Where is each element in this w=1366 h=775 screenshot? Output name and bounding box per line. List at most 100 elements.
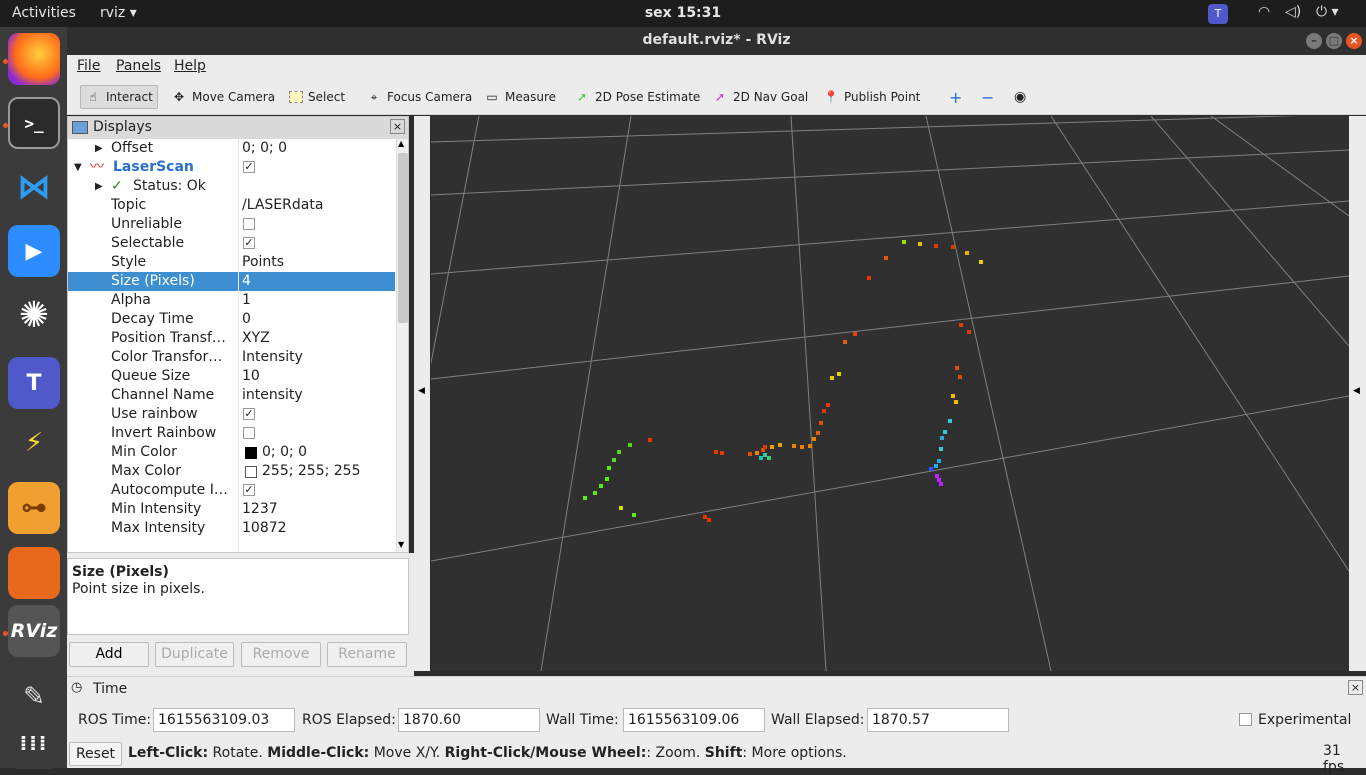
remote-desktop-icon[interactable]: ⚡ [8, 417, 60, 469]
crosshair-icon: ⌖ [370, 90, 378, 104]
add-button[interactable]: Add [69, 642, 149, 667]
use-rainbow-checkbox[interactable]: ✓ [243, 407, 255, 420]
menu-help[interactable]: Help [174, 58, 206, 74]
nav-goal-tool-button[interactable]: ➚ 2D Nav Goal [708, 85, 812, 109]
scan-point [763, 453, 767, 457]
eda-tool-icon[interactable]: ⊶ [8, 482, 60, 534]
rename-button[interactable]: Rename [327, 642, 407, 667]
files-icon[interactable] [8, 547, 60, 599]
remove-tool-icon[interactable]: − [981, 87, 995, 107]
monitor-icon [72, 121, 88, 134]
minimize-icon[interactable]: – [1306, 33, 1322, 49]
teams-icon[interactable]: T [8, 357, 60, 409]
scan-point [628, 443, 632, 447]
interact-tool-button[interactable]: ☝ Interact [80, 85, 158, 109]
tree-row-selectable[interactable]: Selectable ✓ [111, 235, 255, 251]
tree-row-topic[interactable]: Topic/LASERdata [111, 197, 324, 213]
wall-elapsed-field[interactable]: 1870.57 [867, 708, 1009, 732]
duplicate-button[interactable]: Duplicate [155, 642, 234, 667]
tree-row-offset[interactable]: ▶ Offset 0; 0; 0 [95, 140, 288, 156]
menu-panels[interactable]: Panels [116, 58, 162, 74]
collapse-right-icon[interactable]: ◀ [1353, 386, 1360, 396]
remove-button[interactable]: Remove [241, 642, 321, 667]
tree-row-position-transformer[interactable]: Position Transf… XYZ [111, 330, 270, 346]
autocompute-checkbox[interactable]: ✓ [243, 483, 255, 496]
move-camera-tool-button[interactable]: ✥ Move Camera [167, 85, 279, 109]
toolbar: ☝ Interact ✥ Move Camera Select ⌖ Focus Cam… [67, 78, 1366, 115]
tree-row-unreliable[interactable]: Unreliable [68, 215, 395, 234]
firefox-icon[interactable] [8, 33, 60, 85]
publish-point-tool-button[interactable]: 📍 Publish Point [823, 90, 921, 104]
close-icon[interactable]: × [1346, 33, 1362, 49]
min-color-swatch[interactable] [245, 447, 257, 459]
wall-time-field[interactable]: 1615563109.06 [623, 708, 765, 732]
network-icon[interactable]: ◠ [1258, 4, 1271, 20]
tree-row-channel-name[interactable]: Channel Name intensity [111, 387, 303, 403]
activities-button[interactable]: Activities [12, 5, 76, 21]
experimental-checkbox[interactable] [1239, 713, 1252, 726]
web-icon[interactable]: ✺ [8, 289, 60, 341]
unreliable-checkbox[interactable] [243, 218, 255, 230]
scan-point [954, 400, 958, 404]
tree-row-style[interactable]: Style Points [111, 254, 285, 270]
tree-row-alpha[interactable]: Alpha 1 [111, 292, 251, 308]
tree-row-decay-time[interactable]: Decay Time 0 [111, 311, 251, 327]
running-indicator [3, 631, 8, 636]
menu-file[interactable]: File [77, 58, 101, 74]
tree-row-min-color[interactable]: Min Color 0; 0; 0 [111, 444, 308, 460]
measure-tool-button[interactable]: ▭ Measure [480, 85, 560, 109]
displays-panel: Displays × ▶ Offset 0; 0; 0 ▼ 〰 LaserScan ✓ ▶… [67, 116, 409, 553]
scan-point [819, 421, 823, 425]
ros-time-field[interactable]: 1615563109.03 [153, 708, 295, 732]
ros-elapsed-field[interactable]: 1870.60 [398, 708, 540, 732]
tree-row-status[interactable]: ▶ ✓ Status: Ok [95, 178, 206, 194]
power-menu-icon[interactable]: ⏻ ▾ [1316, 4, 1339, 20]
teams-tray-icon[interactable]: T [1208, 4, 1228, 24]
pose-estimate-tool-button[interactable]: ➚ 2D Pose Estimate [570, 85, 704, 109]
zoom-icon[interactable]: ▶ [8, 225, 60, 277]
laserscan-enabled-checkbox[interactable]: ✓ [243, 160, 255, 173]
clock-icon: ◷ [71, 680, 83, 695]
right-splitter[interactable]: ◀ [1349, 116, 1366, 671]
scan-point [607, 466, 611, 470]
vscode-icon[interactable]: ⋈ [8, 161, 60, 213]
collapse-left-icon[interactable]: ◀ [418, 386, 425, 396]
left-splitter[interactable]: ◀ [414, 116, 430, 671]
scroll-up-icon[interactable]: ▲ [398, 139, 405, 148]
tree-row-max-color[interactable]: Max Color 255; 255; 255 [111, 463, 361, 479]
text-editor-icon[interactable]: ✎ [8, 671, 60, 723]
scrollbar-thumb[interactable] [398, 153, 408, 323]
add-tool-icon[interactable]: + [949, 87, 963, 107]
tree-row-use-rainbow[interactable]: Use rainbow ✓ [111, 406, 255, 422]
tree-row-autocompute[interactable]: Autocompute I… ✓ [111, 482, 255, 498]
focus-camera-tool-button[interactable]: ⌖ Focus Camera [362, 85, 476, 109]
clock[interactable]: sex 15:31 [644, 5, 722, 21]
reset-button[interactable]: Reset [69, 742, 122, 766]
tree-row-max-intensity[interactable]: Max Intensity 10872 [111, 520, 287, 536]
max-color-swatch[interactable] [245, 466, 257, 478]
tree-row-size-pixels[interactable]: Size (Pixels) 4 [68, 272, 395, 291]
invert-rainbow-checkbox[interactable] [243, 427, 255, 439]
show-apps-icon[interactable]: ⁞⁞⁞ [8, 717, 60, 769]
volume-icon[interactable]: ◁) [1285, 4, 1302, 20]
scene-canvas[interactable] [370, 113, 1350, 672]
menu-bar: File Panels Help [67, 55, 1366, 78]
time-panel-close-icon[interactable]: × [1348, 680, 1363, 695]
3d-viewport[interactable] [370, 113, 1350, 672]
selectable-checkbox[interactable]: ✓ [243, 236, 255, 249]
scroll-down-icon[interactable]: ▼ [398, 540, 405, 549]
tree-row-color-transformer[interactable]: Color Transfor… Intensity [111, 349, 303, 365]
tree-row-invert-rainbow[interactable]: Invert Rainbow [68, 424, 395, 443]
rviz-icon[interactable]: RViz [8, 605, 60, 657]
window-title-bar[interactable]: default.rviz* - RViz – □ × [67, 27, 1366, 55]
maximize-icon[interactable]: □ [1326, 33, 1342, 49]
terminal-icon[interactable]: >_ [8, 97, 60, 149]
panel-close-icon[interactable]: × [390, 119, 405, 134]
eye-icon[interactable]: ◉ [1014, 89, 1027, 105]
tree-row-laserscan[interactable]: ▼ 〰 LaserScan ✓ [74, 159, 255, 175]
tree-row-min-intensity[interactable]: Min Intensity 1237 [111, 501, 278, 517]
tree-scrollbar[interactable]: ▲ ▼ [396, 139, 408, 552]
tree-row-queue-size[interactable]: Queue Size 10 [111, 368, 260, 384]
select-tool-button[interactable]: Select [285, 85, 349, 109]
app-menu[interactable]: rviz ▾ [100, 5, 137, 21]
